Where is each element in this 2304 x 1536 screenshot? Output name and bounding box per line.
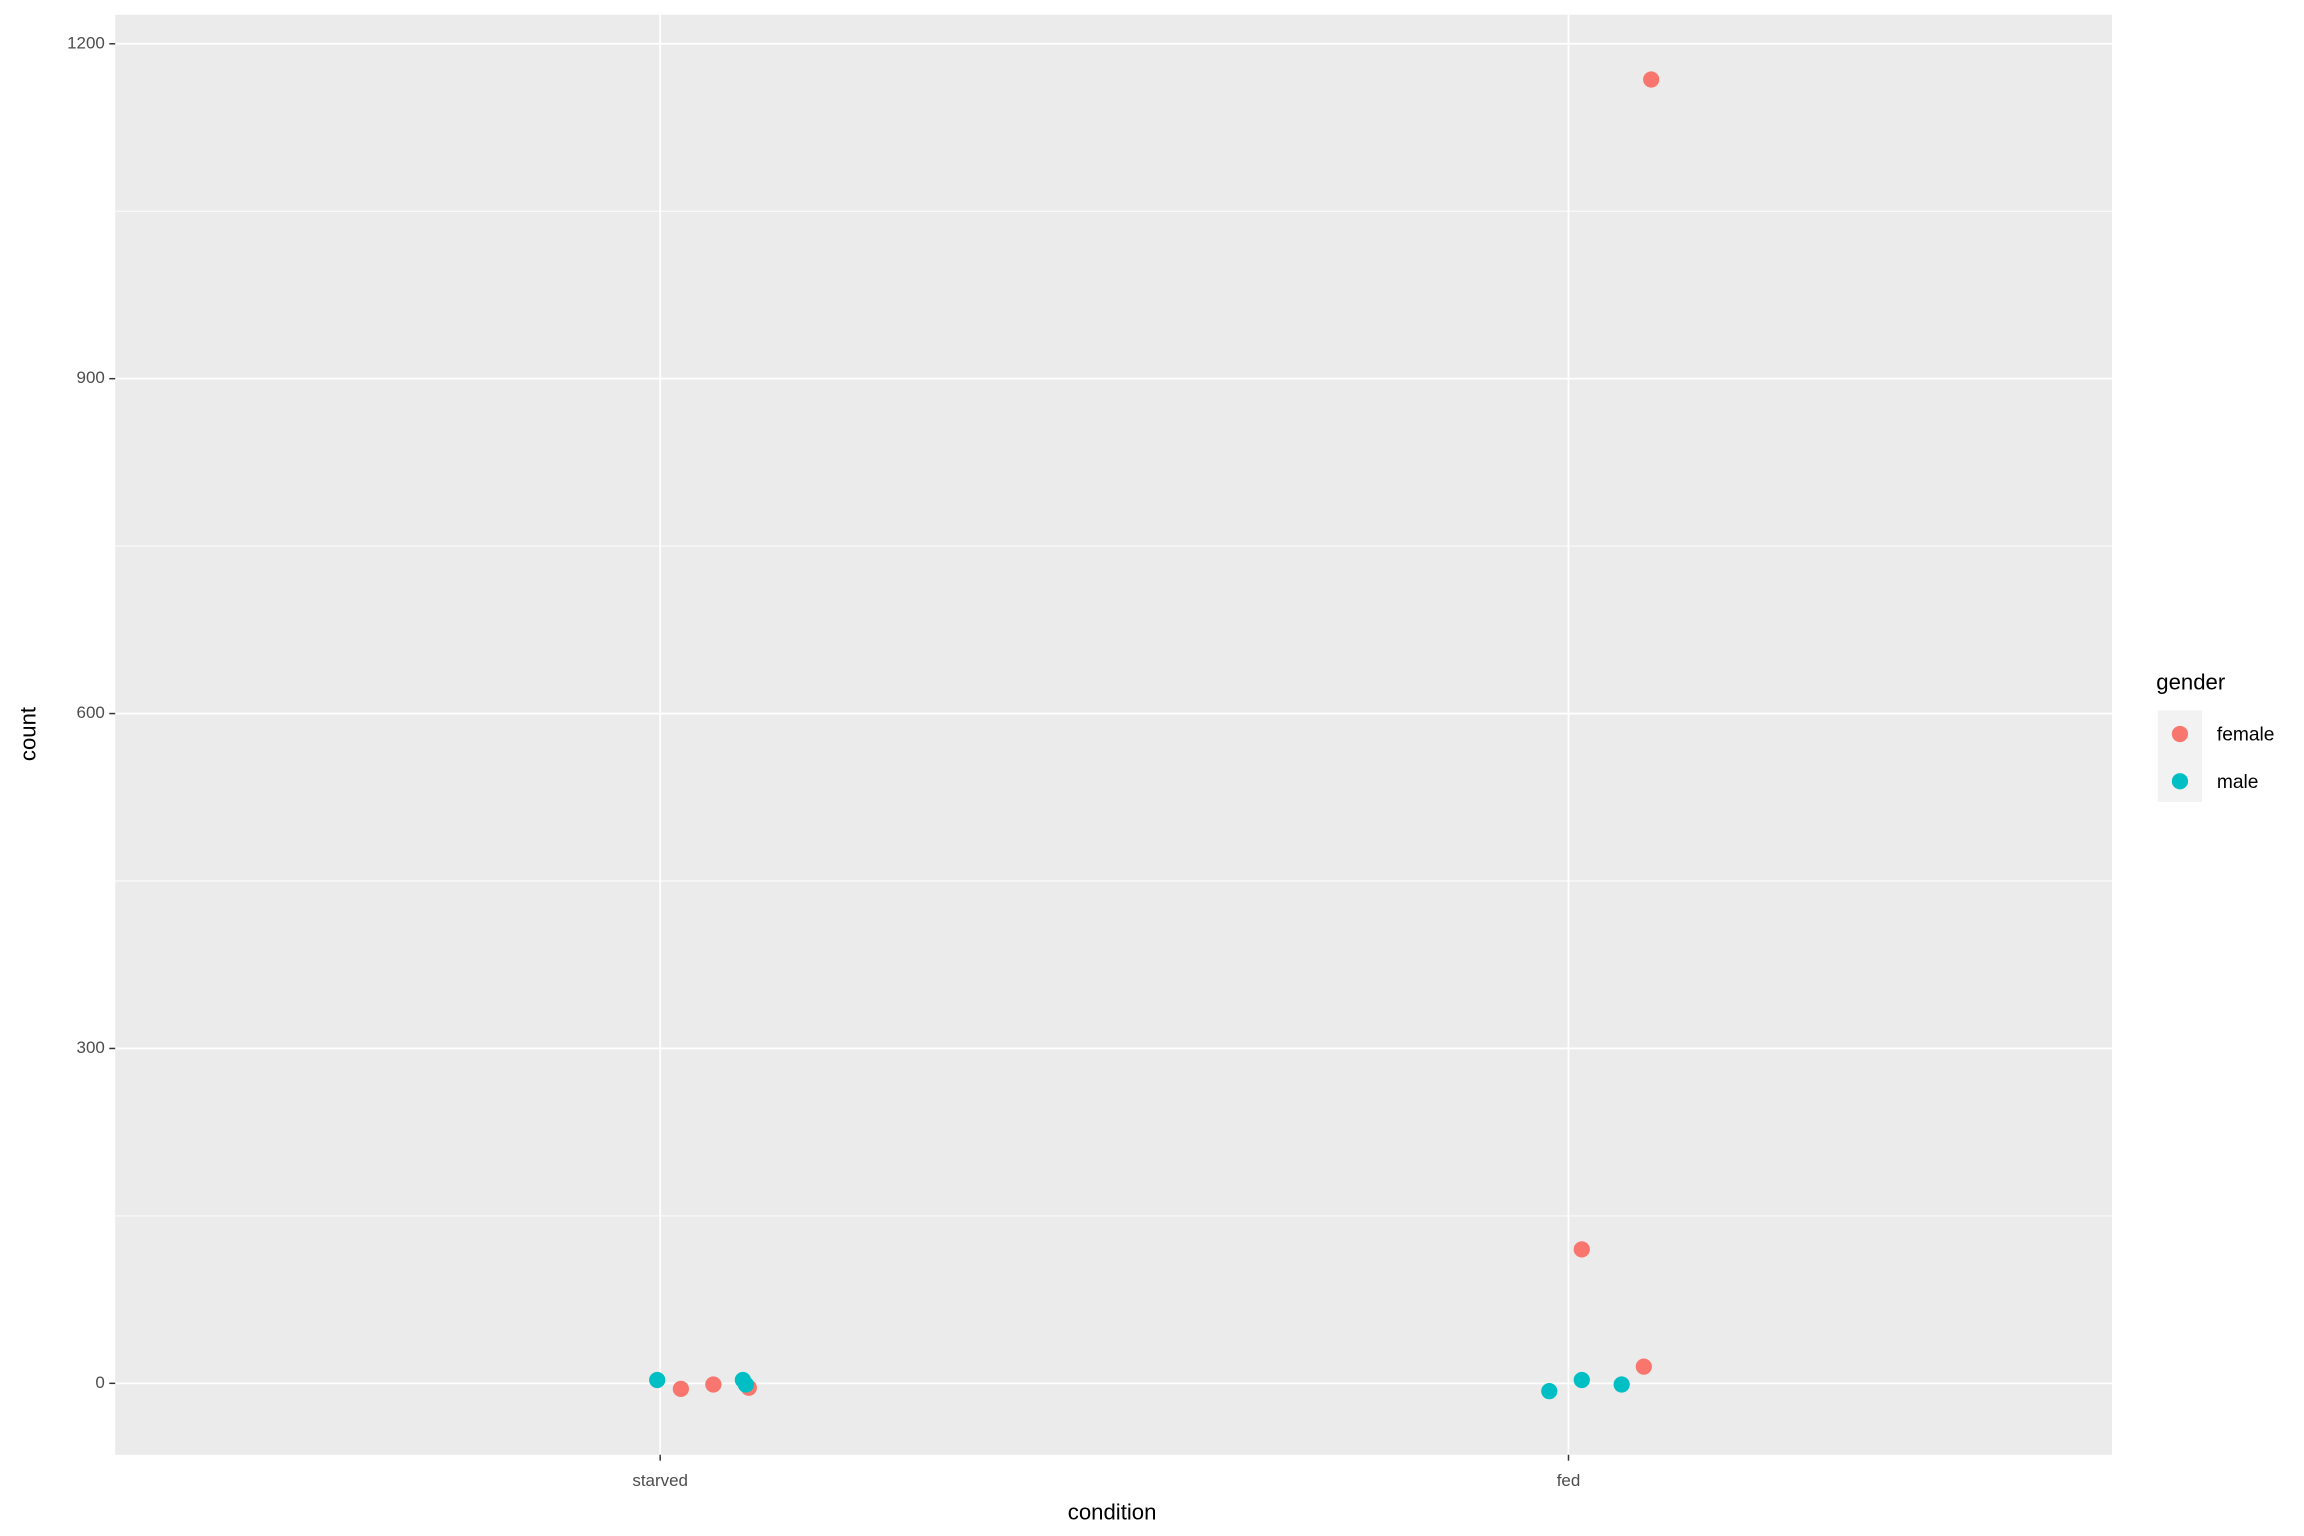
y-tick-label: 600 bbox=[77, 703, 105, 722]
x-tick-label: fed bbox=[1557, 1471, 1581, 1490]
point bbox=[1573, 1371, 1590, 1389]
point bbox=[672, 1380, 689, 1398]
legend-label: male bbox=[2217, 772, 2259, 793]
legend-label: female bbox=[2217, 725, 2275, 746]
point bbox=[1643, 71, 1660, 88]
y-tick-label: 0 bbox=[95, 1373, 104, 1392]
y-tick-label: 1200 bbox=[67, 33, 105, 52]
y-axis-title: count bbox=[15, 707, 40, 761]
x-axis-title: condition bbox=[1068, 1500, 1157, 1525]
legend-marker bbox=[2171, 725, 2189, 743]
point bbox=[705, 1376, 722, 1393]
x-tick-label: starved bbox=[632, 1471, 688, 1490]
point bbox=[1541, 1383, 1558, 1400]
point bbox=[1573, 1241, 1590, 1258]
legend-marker bbox=[2171, 773, 2189, 790]
point bbox=[737, 1376, 754, 1393]
point bbox=[649, 1371, 666, 1389]
point bbox=[1635, 1358, 1652, 1375]
legend-title: gender bbox=[2156, 670, 2225, 695]
y-tick-label: 300 bbox=[77, 1038, 105, 1057]
point bbox=[1613, 1376, 1630, 1393]
panel bbox=[115, 14, 2113, 1455]
y-tick-label: 900 bbox=[77, 368, 105, 387]
